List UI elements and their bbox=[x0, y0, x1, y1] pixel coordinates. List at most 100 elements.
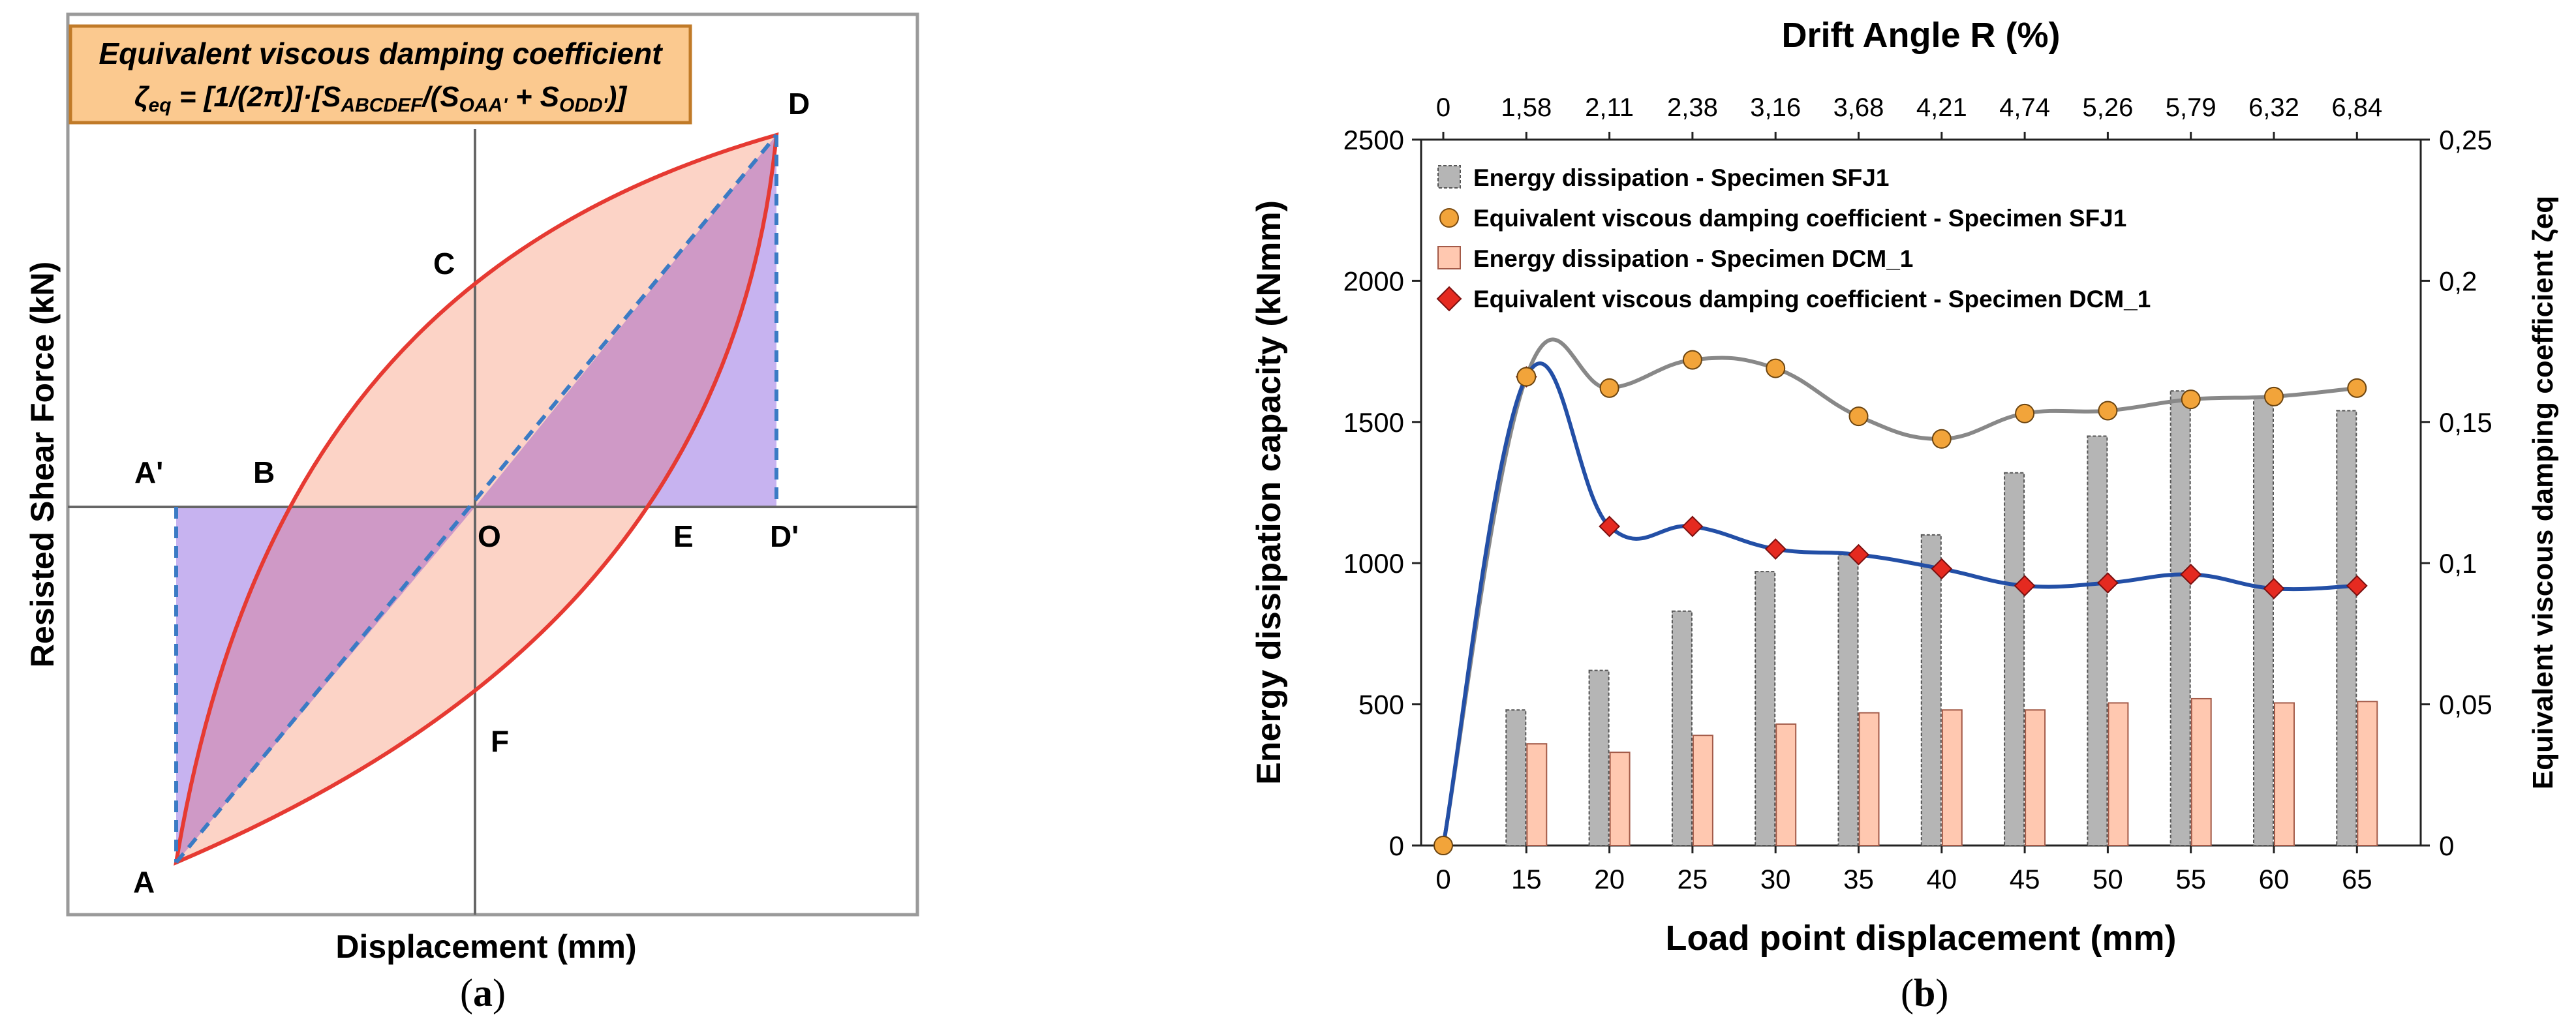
formula-equation: ζeq = [1/(2π)]·[SABCDEF/(SOAA' + SODD')] bbox=[134, 81, 628, 116]
top-tick-label: 1,58 bbox=[1501, 93, 1552, 122]
chart-xlabel: Load point displacement (mm) bbox=[1665, 919, 2176, 958]
panel-a-xlabel: Displacement (mm) bbox=[335, 928, 636, 965]
bottom-tick-label: 35 bbox=[1843, 864, 1874, 894]
bar-sfj1-energy bbox=[1505, 709, 1527, 846]
top-tick-label: 5,26 bbox=[2082, 93, 2133, 122]
bar-dcm1-energy bbox=[1609, 752, 1631, 847]
bar-dcm1-energy bbox=[2274, 702, 2295, 847]
formula-zeta: ζ bbox=[134, 81, 150, 113]
chart-legend: Energy dissipation - Specimen SFJ1 Equiv… bbox=[1436, 164, 2151, 312]
top-tick-label: 0 bbox=[1436, 93, 1450, 122]
top-tick-label: 4,74 bbox=[1999, 93, 2050, 122]
point-label-a: A bbox=[133, 865, 155, 899]
top-tick-label: 6,84 bbox=[2331, 93, 2382, 122]
legend-marker-dcm1-damping bbox=[1436, 286, 1462, 312]
bar-series-group bbox=[1505, 390, 2378, 847]
right-tick-label: 0 bbox=[2439, 830, 2454, 861]
marker-dcm1-damping bbox=[1599, 515, 1621, 538]
legend-marker-sfj1-damping bbox=[1439, 208, 1459, 228]
overlap-region-lower bbox=[176, 507, 475, 862]
marker-dcm1-damping bbox=[2180, 564, 2202, 585]
marker-dcm1-damping bbox=[1681, 515, 1704, 538]
formula-part-3: + S bbox=[507, 81, 559, 113]
bar-sfj1-energy bbox=[2004, 472, 2025, 846]
top-axis-ticks: 0 1,58 2,11 2,38 3,16 3,68 4,21 4,74 5,26 5,79 6,3… bbox=[1436, 93, 2382, 140]
marker-series-group bbox=[1434, 350, 2368, 855]
bar-sfj1-energy bbox=[1920, 534, 1942, 846]
legend-swatch-sfj1-energy bbox=[1437, 165, 1461, 189]
bar-sfj1-energy bbox=[2336, 410, 2357, 846]
bottom-tick-label: 40 bbox=[1926, 864, 1957, 894]
marker-dcm1-damping bbox=[2014, 575, 2036, 597]
legend-swatch-dcm1-energy bbox=[1437, 246, 1461, 269]
bar-sfj1-energy bbox=[1588, 669, 1610, 846]
right-axis-ticks: 0 0,05 0,1 0,15 0,2 0,25 bbox=[2421, 125, 2492, 861]
formula-box bbox=[69, 24, 692, 125]
legend-label-sfj1-energy: Energy dissipation - Specimen SFJ1 bbox=[1473, 164, 1889, 191]
marker-dcm1-damping bbox=[1931, 558, 1953, 580]
formula-title: Equivalent viscous damping coefficient bbox=[99, 37, 663, 70]
bottom-tick-label: 25 bbox=[1678, 864, 1708, 894]
marker-sfj1-damping bbox=[2181, 389, 2201, 410]
marker-sfj1-damping bbox=[1931, 429, 1952, 449]
formula-part-2: /(S bbox=[421, 81, 459, 113]
point-label-d-prime: D' bbox=[770, 519, 799, 553]
point-label-b: B bbox=[253, 455, 275, 489]
bar-dcm1-energy bbox=[1941, 709, 1963, 846]
left-tick-label: 0 bbox=[1389, 830, 1404, 861]
bar-dcm1-energy bbox=[2190, 697, 2212, 846]
bar-sfj1-energy bbox=[1755, 571, 1776, 847]
caption-b: (b) bbox=[1901, 971, 1949, 1014]
formula-sub-odd: ODD' bbox=[559, 95, 608, 116]
panel-a-hysteresis-diagram: A A' B C D D' E F O Equivalent viscous d… bbox=[24, 12, 919, 965]
formula-sub-oaa: OAA' bbox=[459, 95, 508, 116]
bar-dcm1-energy bbox=[1775, 723, 1797, 846]
bottom-tick-label: 15 bbox=[1511, 864, 1542, 894]
left-tick-label: 2000 bbox=[1343, 266, 1404, 296]
caption-a: (a) bbox=[460, 971, 506, 1014]
legend-label-dcm1-energy: Energy dissipation - Specimen DCM_1 bbox=[1473, 245, 1913, 272]
top-tick-label: 3,16 bbox=[1750, 93, 1801, 122]
right-tick-label: 0,15 bbox=[2439, 407, 2492, 438]
bar-dcm1-energy bbox=[2357, 701, 2378, 846]
marker-sfj1-damping bbox=[2015, 403, 2035, 423]
formula-sub-eq: eq bbox=[149, 95, 172, 116]
bar-sfj1-energy bbox=[2170, 390, 2191, 846]
chart-ylabel: Energy dissipation capacity (kNmm) bbox=[1250, 200, 1288, 785]
bottom-tick-label: 50 bbox=[2093, 864, 2123, 894]
bar-sfj1-energy bbox=[2087, 435, 2108, 846]
bottom-tick-label: 0 bbox=[1435, 864, 1450, 894]
legend-label-dcm1-damping: Equivalent viscous damping coefficient -… bbox=[1473, 286, 2151, 312]
left-tick-label: 500 bbox=[1358, 690, 1404, 720]
top-tick-label: 6,32 bbox=[2248, 93, 2299, 122]
point-label-f: F bbox=[491, 724, 509, 758]
bar-dcm1-energy bbox=[1858, 712, 1880, 846]
marker-sfj1-damping bbox=[1599, 378, 1619, 398]
panel-a-ylabel: Resisted Shear Force (kN) bbox=[24, 262, 61, 667]
marker-dcm1-damping bbox=[1848, 543, 1869, 566]
marker-sfj1-damping bbox=[1848, 406, 1869, 427]
formula-sub-abcdef: ABCDEF bbox=[340, 95, 423, 116]
left-tick-label: 1500 bbox=[1343, 407, 1404, 438]
top-tick-label: 3,68 bbox=[1833, 93, 1884, 122]
point-label-c: C bbox=[433, 247, 455, 281]
left-axis-ticks: 0 500 1000 1500 2000 2500 bbox=[1343, 125, 1421, 861]
top-tick-label: 4,21 bbox=[1916, 93, 1967, 122]
bar-sfj1-energy bbox=[2253, 395, 2274, 846]
marker-dcm1-damping bbox=[2263, 577, 2285, 600]
marker-sfj1-damping bbox=[2347, 378, 2367, 398]
top-tick-label: 2,11 bbox=[1585, 93, 1634, 122]
marker-dcm1-damping bbox=[1764, 538, 1786, 560]
bottom-tick-label: 45 bbox=[2010, 864, 2040, 894]
right-tick-label: 0,25 bbox=[2439, 125, 2492, 155]
top-tick-label: 2,38 bbox=[1667, 93, 1718, 122]
bottom-axis-ticks: 0 15 20 25 30 35 40 45 50 55 60 65 bbox=[1435, 846, 2372, 894]
chart-top-title: Drift Angle R (%) bbox=[1782, 16, 2061, 55]
bar-dcm1-energy bbox=[2025, 709, 2046, 846]
point-label-o: O bbox=[478, 519, 501, 553]
bar-dcm1-energy bbox=[1526, 743, 1548, 847]
marker-sfj1-damping bbox=[1434, 836, 1453, 855]
point-label-a-prime: A' bbox=[134, 455, 163, 489]
